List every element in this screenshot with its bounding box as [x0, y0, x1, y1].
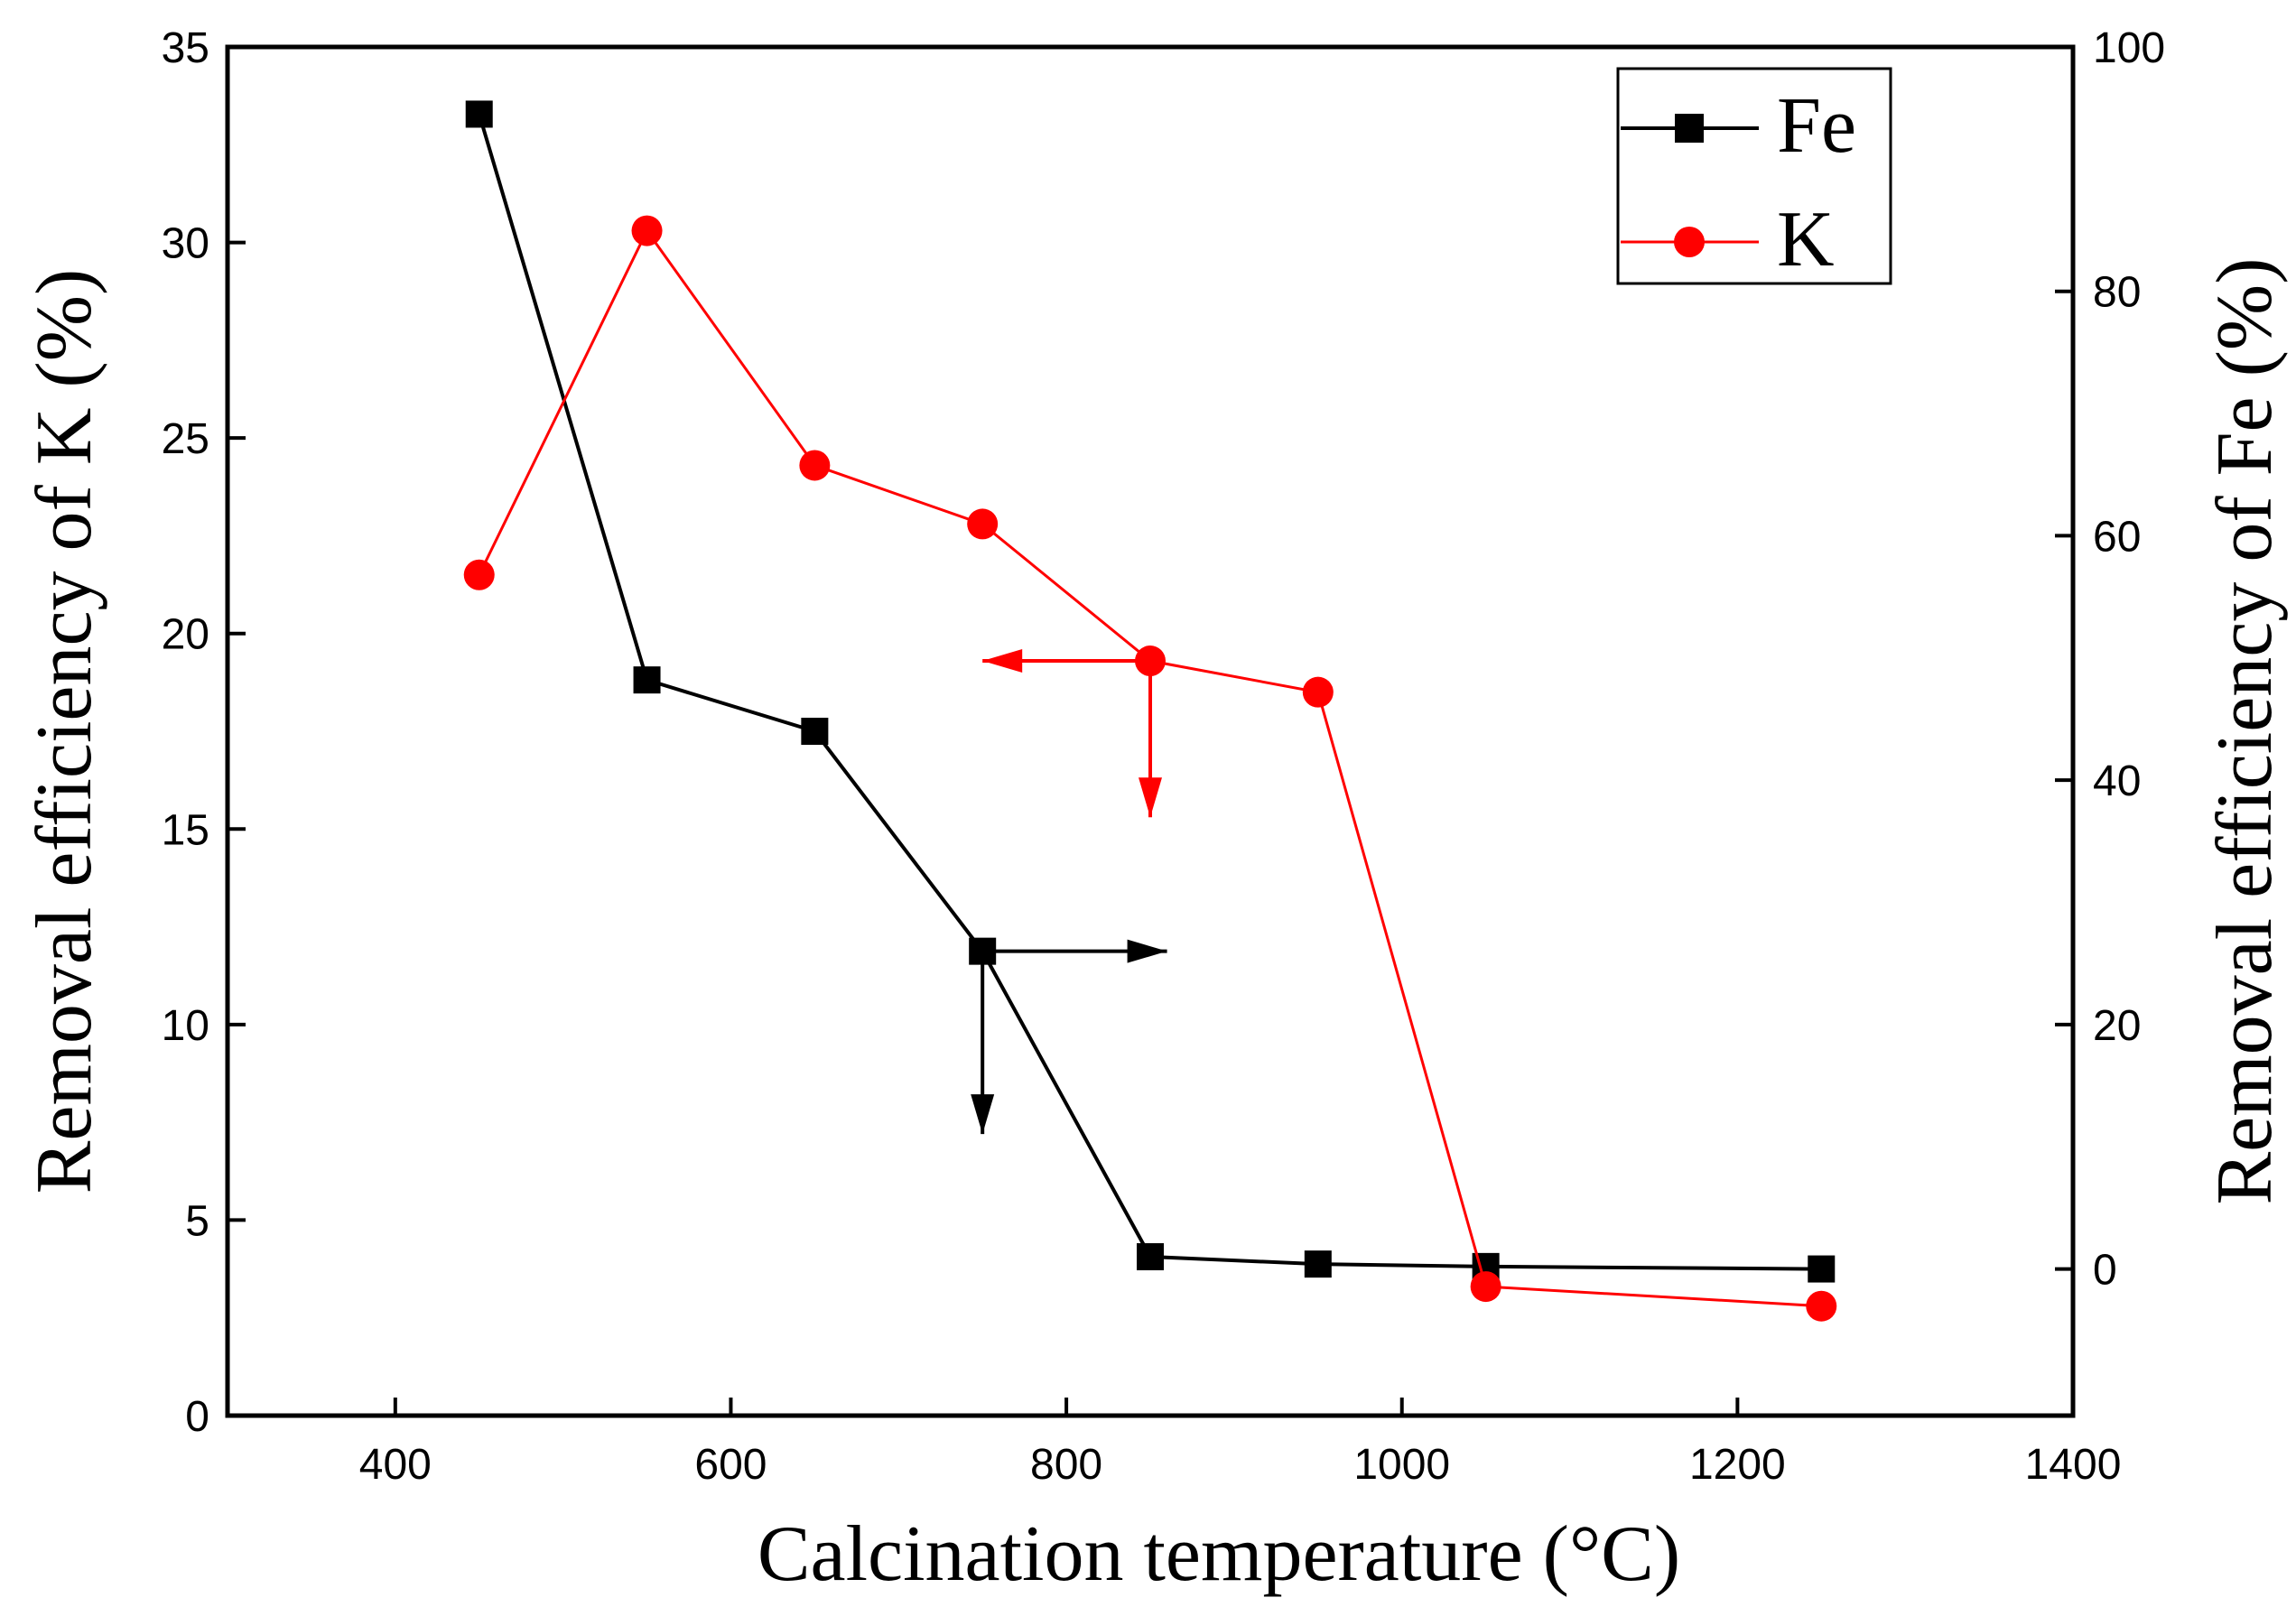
x-tick-label: 400: [359, 1441, 432, 1489]
y-right-tick-label: 60: [2093, 513, 2141, 561]
legend-box: [1616, 67, 1892, 285]
k-arrow-head: [982, 649, 1023, 673]
k-data-point: [1302, 676, 1334, 708]
x-axis: 400 600 800 1000 1200 1400: [359, 1398, 2122, 1489]
annotation-arrows: [971, 649, 1167, 1135]
k-data-point: [463, 559, 495, 590]
y-left-tick-label: 35: [162, 24, 209, 72]
y-left-tick-label: 15: [162, 806, 209, 854]
right-y-axis: 0 20 40 60 80 100: [2055, 24, 2165, 1295]
y-left-tick-label: 25: [162, 415, 209, 463]
x-tick-label: 1000: [1353, 1441, 1450, 1489]
x-axis-title: Calcination temperature (°C): [758, 1510, 1680, 1598]
legend-k-label: K: [1777, 196, 1835, 283]
y-right-tick-label: 20: [2093, 1002, 2141, 1050]
y-left-tick-label: 10: [162, 1002, 209, 1050]
k-data-point: [799, 450, 831, 481]
x-tick-label: 800: [1030, 1441, 1102, 1489]
series-layer: [463, 100, 1837, 1322]
k-data-point: [1806, 1290, 1837, 1322]
right-y-axis-title: Removal efficiency of Fe (%): [2201, 257, 2289, 1204]
k-data-point: [1470, 1271, 1501, 1303]
legend-fe-marker: [1675, 114, 1704, 143]
y-left-tick-label: 20: [162, 611, 209, 659]
fe-data-point: [1137, 1243, 1164, 1271]
y-right-tick-label: 0: [2093, 1247, 2117, 1295]
fe-data-point: [1304, 1250, 1332, 1278]
fe-series-line: [477, 113, 1822, 1271]
k-series-line: [478, 228, 1822, 1308]
fe-arrow-head: [1127, 939, 1167, 963]
k-arrow-head: [1139, 777, 1162, 818]
y-right-tick-label: 100: [2093, 24, 2165, 72]
fe-arrow-head: [971, 1094, 995, 1135]
left-y-axis: 0 5 10 15 20 25 30 35: [162, 24, 246, 1441]
fe-data-point: [465, 100, 493, 128]
x-tick-label: 1400: [2025, 1441, 2122, 1489]
legend: Fe K: [1616, 67, 1892, 285]
fe-data-point: [633, 666, 661, 694]
y-left-tick-label: 0: [185, 1393, 209, 1441]
y-right-tick-label: 80: [2093, 269, 2141, 317]
x-tick-label: 600: [694, 1441, 767, 1489]
legend-fe-label: Fe: [1777, 82, 1856, 170]
plot-frame: [225, 44, 2076, 1418]
legend-k-marker: [1674, 227, 1705, 257]
left-y-axis-title: Removal efficiency of K (%): [21, 269, 108, 1194]
y-left-tick-label: 30: [162, 220, 209, 268]
fe-data-point: [1808, 1255, 1836, 1283]
x-tick-label: 1200: [1689, 1441, 1786, 1489]
y-left-tick-label: 5: [185, 1197, 209, 1245]
fe-data-point: [801, 718, 829, 745]
k-data-point: [967, 508, 999, 540]
y-right-tick-label: 40: [2093, 757, 2141, 805]
k-data-point: [631, 215, 663, 246]
